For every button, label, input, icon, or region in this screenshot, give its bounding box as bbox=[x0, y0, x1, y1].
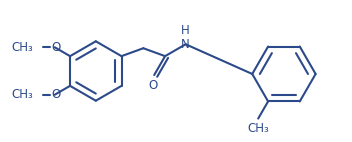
Text: N: N bbox=[181, 38, 190, 51]
Text: O: O bbox=[149, 79, 158, 92]
Text: CH₃: CH₃ bbox=[247, 122, 269, 134]
Text: O: O bbox=[51, 88, 60, 101]
Text: CH₃: CH₃ bbox=[11, 41, 33, 54]
Text: O: O bbox=[51, 41, 60, 54]
Text: CH₃: CH₃ bbox=[11, 88, 33, 101]
Text: H: H bbox=[181, 24, 190, 37]
